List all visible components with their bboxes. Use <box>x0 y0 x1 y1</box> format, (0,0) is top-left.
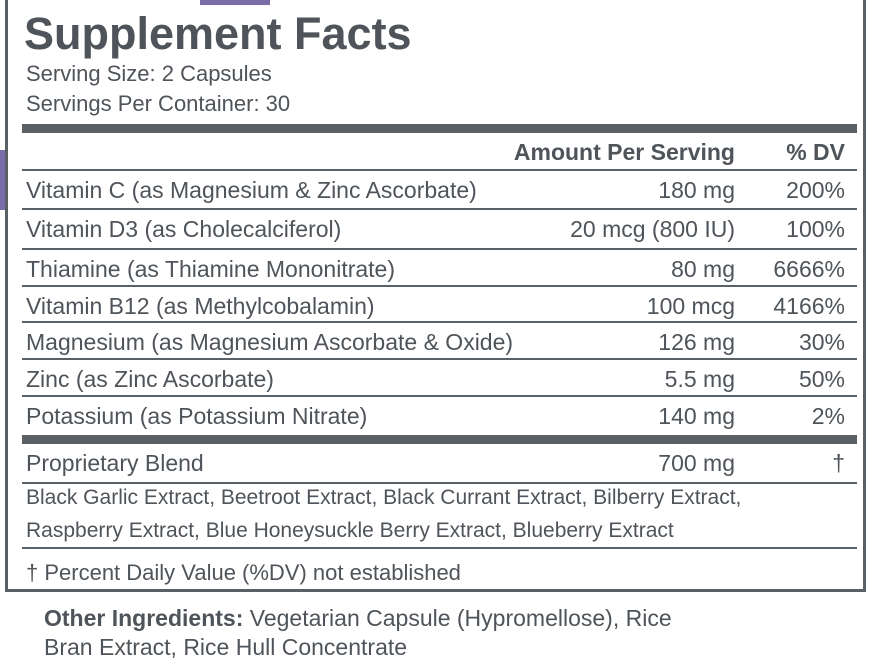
amount: 20 mcg (800 IU) <box>570 216 735 242</box>
facts-box <box>5 0 866 592</box>
column-header: Amount Per Serving % DV <box>22 133 857 171</box>
thick-rule <box>22 124 857 133</box>
other-label: Other Ingredients: <box>44 605 244 631</box>
amount: 140 mg <box>658 403 735 429</box>
nutrient-row: Potassium (as Potassium Nitrate) 140 mg 2% <box>22 397 857 433</box>
nutrient-row: Vitamin C (as Magnesium & Zinc Ascorbate… <box>22 171 857 210</box>
nutrient-name: Vitamin C (as Magnesium & Zinc Ascorbate… <box>26 177 477 203</box>
amount: 100 mcg <box>646 293 735 319</box>
decoration <box>0 150 6 210</box>
title: Supplement Facts <box>24 8 412 59</box>
daily-value: 4166% <box>773 293 845 319</box>
rule <box>22 547 857 549</box>
servings-per-container: Servings Per Container: 30 <box>26 91 291 116</box>
nutrient-row: Vitamin B12 (as Methylcobalamin) 100 mcg 4… <box>22 287 857 323</box>
daily-value: 30% <box>798 329 845 355</box>
amount: 700 mg <box>658 450 735 476</box>
amount: 180 mg <box>658 177 735 203</box>
blend-ingredients: Raspberry Extract, Blue Honeysuckle Berr… <box>26 519 674 542</box>
thick-rule <box>22 435 857 444</box>
nutrient-name: Magnesium (as Magnesium Ascorbate & Oxid… <box>26 329 514 355</box>
daily-value: 200% <box>786 177 845 203</box>
nutrient-name: Potassium (as Potassium Nitrate) <box>26 403 368 429</box>
daily-value: 50% <box>798 366 845 392</box>
nutrient-name: Zinc (as Zinc Ascorbate) <box>26 366 274 392</box>
nutrient-row: Magnesium (as Magnesium Ascorbate & Oxid… <box>22 323 857 360</box>
other-text: Bran Extract, Rice Hull Concentrate <box>44 634 408 660</box>
serving-size: Serving Size: 2 Capsules <box>26 61 272 86</box>
daily-value: 2% <box>811 403 845 429</box>
daily-value: 6666% <box>773 256 845 282</box>
nutrient-row: Thiamine (as Thiamine Mononitrate) 80 mg 6… <box>22 250 857 287</box>
daily-value: † <box>832 450 845 476</box>
nutrient-name: Vitamin B12 (as Methylcobalamin) <box>26 293 375 319</box>
daily-value: 100% <box>786 216 845 242</box>
nutrient-name: Vitamin D3 (as Cholecalciferol) <box>26 216 342 242</box>
nutrient-name: Proprietary Blend <box>26 450 204 476</box>
blend-row: Proprietary Blend 700 mg † <box>22 444 857 484</box>
footnote: † Percent Daily Value (%DV) not establis… <box>26 560 461 585</box>
nutrient-name: Thiamine (as Thiamine Mononitrate) <box>26 256 396 282</box>
decoration <box>200 0 270 5</box>
other-text: Vegetarian Capsule (Hypromellose), Rice <box>249 605 672 631</box>
column-label: % DV <box>786 139 845 165</box>
amount: 126 mg <box>658 329 735 355</box>
amount: 5.5 mg <box>664 366 735 392</box>
blend-ingredients: Black Garlic Extract, Beetroot Extract, … <box>26 486 742 509</box>
nutrient-row: Zinc (as Zinc Ascorbate) 5.5 mg 50% <box>22 360 857 397</box>
other-ingredients: Other Ingredients: Vegetarian Capsule (H… <box>44 605 672 632</box>
nutrient-row: Vitamin D3 (as Cholecalciferol) 20 mcg (8… <box>22 210 857 250</box>
column-label: Amount Per Serving <box>513 139 735 165</box>
amount: 80 mg <box>671 256 735 282</box>
